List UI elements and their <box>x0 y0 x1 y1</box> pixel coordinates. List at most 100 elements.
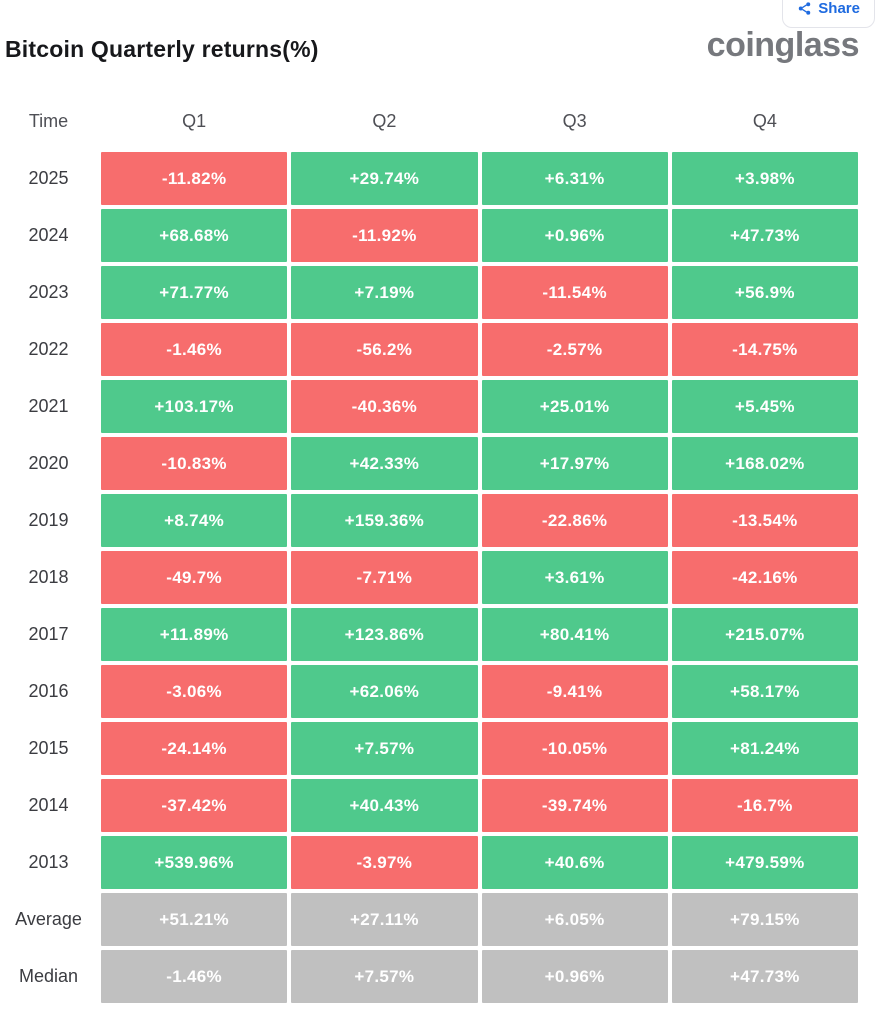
value-cell: +29.74% <box>291 152 478 205</box>
value-cell: -13.54% <box>671 494 858 547</box>
table-body: 2025 -11.82% +29.74% +6.31% +3.98% 2024 +68.68… <box>0 152 858 1003</box>
value-cell: -40.36% <box>291 380 478 433</box>
value-cell: -16.7% <box>671 779 858 832</box>
value-cell: +56.9% <box>671 266 858 319</box>
table-row: 2013 +539.96% -3.97% +40.6% +479.59% <box>0 836 858 889</box>
page-title: Bitcoin Quarterly returns(%) <box>5 36 319 62</box>
value-cell: -49.7% <box>101 551 288 604</box>
row-label: 2019 <box>28 510 69 530</box>
table-row: 2017 +11.89% +123.86% +80.41% +215.07% <box>0 608 858 661</box>
column-header-time: Time <box>28 110 69 131</box>
value-cell: -2.57% <box>481 323 668 376</box>
value-cell: +0.96% <box>481 209 668 262</box>
value-cell: +7.57% <box>291 950 478 1003</box>
table-row: 2021 +103.17% -40.36% +25.01% +5.45% <box>0 380 858 433</box>
value-cell: +25.01% <box>481 380 668 433</box>
value-cell: -10.05% <box>481 722 668 775</box>
value-cell: +17.97% <box>481 437 668 490</box>
value-cell: +168.02% <box>671 437 858 490</box>
value-cell: +47.73% <box>671 209 858 262</box>
value-cell: +0.96% <box>481 950 668 1003</box>
value-cell: -39.74% <box>481 779 668 832</box>
table-row: Median -1.46% +7.57% +0.96% +47.73% <box>0 950 858 1003</box>
value-cell: +6.31% <box>481 152 668 205</box>
value-cell: -11.92% <box>291 209 478 262</box>
value-cell: +159.36% <box>291 494 478 547</box>
value-cell: +79.15% <box>671 893 858 946</box>
value-cell: -3.06% <box>101 665 288 718</box>
value-cell: +71.77% <box>101 266 288 319</box>
table-row: 2019 +8.74% +159.36% -22.86% -13.54% <box>0 494 858 547</box>
value-cell: +40.43% <box>291 779 478 832</box>
coinglass-logo: coinglass <box>706 26 860 64</box>
value-cell: +5.45% <box>671 380 858 433</box>
value-cell: +40.6% <box>481 836 668 889</box>
share-nodes-icon <box>797 1 812 16</box>
value-cell: +8.74% <box>101 494 288 547</box>
row-label: 2016 <box>28 681 69 701</box>
column-header-q1: Q1 <box>182 110 207 131</box>
row-label: 2025 <box>28 168 69 188</box>
value-cell: +215.07% <box>671 608 858 661</box>
table-row: 2018 -49.7% -7.71% +3.61% -42.16% <box>0 551 858 604</box>
value-cell: -14.75% <box>671 323 858 376</box>
value-cell: -3.97% <box>291 836 478 889</box>
value-cell: -11.82% <box>101 152 288 205</box>
value-cell: +7.57% <box>291 722 478 775</box>
column-header-q2: Q2 <box>372 110 397 131</box>
value-cell: +7.19% <box>291 266 478 319</box>
column-header-q3: Q3 <box>562 110 587 131</box>
value-cell: +58.17% <box>671 665 858 718</box>
value-cell: +6.05% <box>481 893 668 946</box>
row-label: 2021 <box>28 396 69 416</box>
share-button-label: Share <box>818 0 860 17</box>
value-cell: +42.33% <box>291 437 478 490</box>
value-cell: -10.83% <box>101 437 288 490</box>
row-label: 2024 <box>28 225 69 245</box>
row-label: 2018 <box>28 567 69 587</box>
value-cell: -22.86% <box>481 494 668 547</box>
table-row: 2023 +71.77% +7.19% -11.54% +56.9% <box>0 266 858 319</box>
table-row: 2020 -10.83% +42.33% +17.97% +168.02% <box>0 437 858 490</box>
value-cell: +103.17% <box>101 380 288 433</box>
value-cell: -37.42% <box>101 779 288 832</box>
value-cell: +47.73% <box>671 950 858 1003</box>
row-label: 2017 <box>28 624 69 644</box>
value-cell: -24.14% <box>101 722 288 775</box>
value-cell: +11.89% <box>101 608 288 661</box>
row-label: Average <box>15 909 82 929</box>
row-label: 2020 <box>28 453 69 473</box>
row-label: Median <box>18 966 79 986</box>
value-cell: +27.11% <box>291 893 478 946</box>
value-cell: -1.46% <box>101 323 288 376</box>
value-cell: +62.06% <box>291 665 478 718</box>
table-row: Average +51.21% +27.11% +6.05% +79.15% <box>0 893 858 946</box>
value-cell: -1.46% <box>101 950 288 1003</box>
column-header-row: Time Q1 Q2 Q3 Q4 <box>0 102 858 140</box>
value-cell: -56.2% <box>291 323 478 376</box>
value-cell: +80.41% <box>481 608 668 661</box>
table-row: 2022 -1.46% -56.2% -2.57% -14.75% <box>0 323 858 376</box>
share-button[interactable]: Share <box>782 0 875 28</box>
row-label: 2013 <box>28 852 69 872</box>
value-cell: +68.68% <box>101 209 288 262</box>
quarterly-returns-table: Time Q1 Q2 Q3 Q4 2025 -11.82% +29.74% +6.31% +3.… <box>0 102 858 1007</box>
row-label: 2023 <box>28 282 69 302</box>
value-cell: -9.41% <box>481 665 668 718</box>
table-row: 2015 -24.14% +7.57% -10.05% +81.24% <box>0 722 858 775</box>
value-cell: -42.16% <box>671 551 858 604</box>
value-cell: -7.71% <box>291 551 478 604</box>
row-label: 2014 <box>28 795 69 815</box>
row-label: 2015 <box>28 738 69 758</box>
value-cell: +123.86% <box>291 608 478 661</box>
value-cell: -11.54% <box>481 266 668 319</box>
value-cell: +81.24% <box>671 722 858 775</box>
value-cell: +3.98% <box>671 152 858 205</box>
value-cell: +3.61% <box>481 551 668 604</box>
table-row: 2014 -37.42% +40.43% -39.74% -16.7% <box>0 779 858 832</box>
table-row: 2016 -3.06% +62.06% -9.41% +58.17% <box>0 665 858 718</box>
table-row: 2024 +68.68% -11.92% +0.96% +47.73% <box>0 209 858 262</box>
column-header-q4: Q4 <box>752 110 777 131</box>
table-row: 2025 -11.82% +29.74% +6.31% +3.98% <box>0 152 858 205</box>
value-cell: +479.59% <box>671 836 858 889</box>
